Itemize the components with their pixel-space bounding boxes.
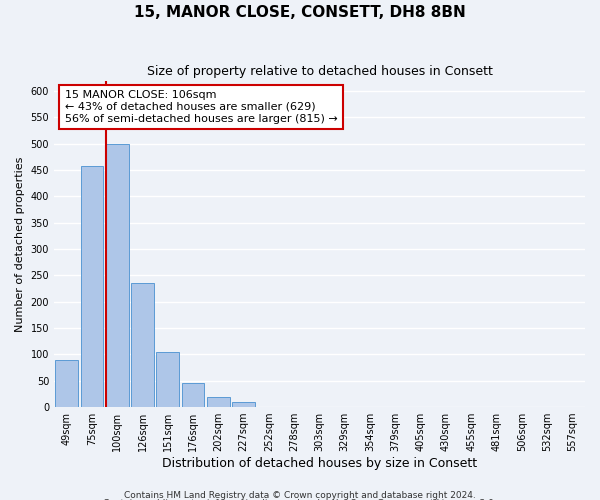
Bar [257, 406, 280, 407]
Bar [80, 166, 103, 407]
Bar [207, 396, 230, 407]
Bar [131, 284, 154, 407]
Y-axis label: Number of detached properties: Number of detached properties [15, 156, 25, 332]
Bar [232, 402, 255, 407]
X-axis label: Distribution of detached houses by size in Consett: Distribution of detached houses by size … [162, 457, 477, 470]
Text: 15, MANOR CLOSE, CONSETT, DH8 8BN: 15, MANOR CLOSE, CONSETT, DH8 8BN [134, 5, 466, 20]
Text: Contains HM Land Registry data © Crown copyright and database right 2024.: Contains HM Land Registry data © Crown c… [124, 490, 476, 500]
Bar [536, 406, 559, 407]
Bar [55, 360, 78, 407]
Bar [283, 406, 305, 407]
Bar [561, 406, 584, 407]
Bar [308, 406, 331, 407]
Bar [106, 144, 128, 407]
Bar [157, 352, 179, 407]
Bar [182, 384, 205, 407]
Text: 15 MANOR CLOSE: 106sqm
← 43% of detached houses are smaller (629)
56% of semi-de: 15 MANOR CLOSE: 106sqm ← 43% of detached… [65, 90, 337, 124]
Title: Size of property relative to detached houses in Consett: Size of property relative to detached ho… [146, 65, 493, 78]
